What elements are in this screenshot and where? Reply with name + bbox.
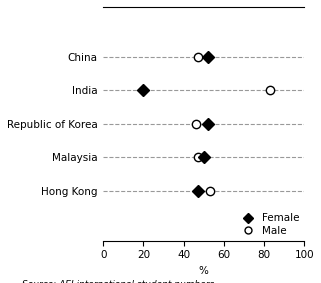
X-axis label: %: % [199, 266, 209, 276]
Legend: Female, Male: Female, Male [238, 213, 299, 235]
Text: Source: AEI international student numbers: Source: AEI international student number… [22, 280, 215, 283]
